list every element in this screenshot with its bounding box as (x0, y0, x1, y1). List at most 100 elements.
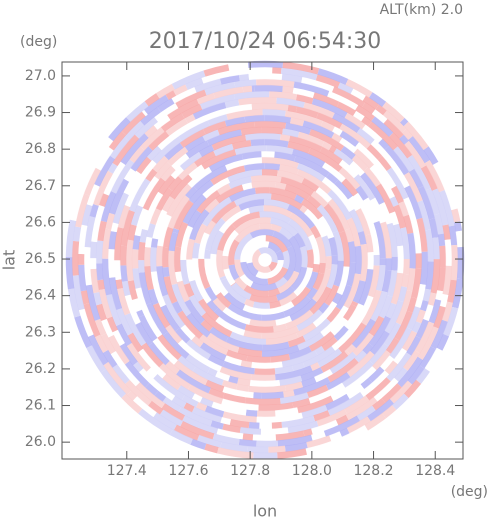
echo-segment (96, 220, 107, 242)
echo-segment (72, 275, 85, 311)
echo-segment (371, 108, 388, 124)
echo-segment (345, 78, 373, 98)
echo-segment (69, 188, 85, 222)
echo-segment (428, 299, 442, 324)
echo-segment (330, 378, 362, 402)
echo-segment (187, 384, 224, 405)
echo-segment (354, 350, 368, 363)
echo-segment (295, 322, 317, 339)
echo-segment (389, 327, 413, 360)
echo-segment (234, 223, 261, 243)
echo-segment (218, 103, 253, 117)
echo-segment (253, 120, 287, 129)
echo-segment (206, 299, 219, 313)
echo-segment (197, 434, 222, 448)
echo-segment (310, 225, 322, 239)
echo-segment (213, 143, 234, 157)
echo-segment (155, 265, 169, 297)
echo-segment (74, 315, 93, 349)
echo-segment (163, 275, 178, 304)
echo-segment (261, 311, 286, 322)
echo-segment (256, 78, 295, 88)
echo-segment (175, 369, 211, 394)
echo-segment (94, 318, 107, 337)
echo-segment (407, 232, 417, 269)
echo-segment (251, 361, 283, 370)
echo-segment (156, 213, 172, 247)
echo-segment (287, 141, 311, 154)
echo-segment (369, 164, 382, 177)
echo-segment (408, 135, 431, 164)
echo-segment (95, 240, 104, 264)
echo-segment (422, 288, 432, 302)
echo-segment (154, 390, 167, 403)
echo-segment (259, 210, 292, 225)
echo-segment (173, 199, 194, 231)
echo-segment (263, 198, 290, 210)
echo-segment (183, 109, 221, 132)
echo-segment (379, 355, 395, 371)
echo-segment (403, 171, 424, 203)
echo-segment (181, 394, 199, 408)
echo-segment (283, 301, 295, 311)
echo-segment (191, 393, 203, 404)
echo-segment (243, 284, 269, 298)
echo-segment (243, 329, 262, 340)
echo-segment (320, 351, 349, 374)
echo-segment (310, 430, 326, 442)
echo-segment (386, 222, 399, 257)
echo-segment (451, 278, 464, 309)
echo-segment (267, 266, 289, 286)
echo-segment (455, 230, 464, 248)
echo-segment (171, 227, 180, 234)
echo-segment (339, 137, 358, 154)
echo-segment (308, 382, 346, 405)
echo-segment (282, 127, 300, 138)
echo-segment (338, 322, 367, 354)
echo-segment (419, 346, 437, 369)
echo-segment (292, 87, 315, 99)
echo-segment (274, 151, 296, 162)
echo-segment (287, 335, 306, 348)
echo-segment (353, 173, 376, 201)
echo-segment (184, 185, 198, 200)
echo-segment (161, 373, 181, 391)
echo-segment (184, 113, 196, 124)
echo-segment (269, 186, 298, 201)
echo-segment (100, 333, 116, 355)
echo-segment (228, 61, 249, 71)
echo-segment (277, 270, 300, 294)
echo-segment (311, 78, 335, 93)
echo-segment (355, 208, 372, 236)
echo-segment (367, 121, 399, 151)
echo-segment (384, 145, 410, 176)
echo-segment (127, 224, 137, 241)
echo-segment (173, 246, 182, 273)
echo-segment (417, 326, 440, 361)
echo-segment (135, 382, 166, 409)
echo-segment (346, 384, 365, 400)
echo-segment (403, 214, 414, 235)
echo-segment (202, 129, 220, 142)
echo-segment (270, 193, 304, 211)
echo-segment (216, 223, 237, 252)
echo-segment (94, 334, 109, 354)
echo-segment (108, 277, 123, 311)
echo-segment (354, 295, 374, 325)
echo-segment (124, 379, 152, 406)
echo-segment (110, 222, 119, 233)
echo-segment (350, 88, 367, 101)
echo-segment (274, 181, 287, 190)
echo-segment (432, 237, 441, 260)
echo-segment (371, 116, 394, 137)
echo-segment (388, 132, 413, 159)
echo-segment (293, 232, 306, 249)
echo-segment (389, 196, 400, 207)
echo-segment (227, 303, 262, 322)
echo-segment (401, 273, 410, 288)
echo-segment (343, 273, 362, 309)
echo-segment (247, 445, 269, 454)
echo-segment (220, 416, 231, 426)
echo-segment (219, 74, 240, 85)
echo-segment (248, 385, 286, 394)
